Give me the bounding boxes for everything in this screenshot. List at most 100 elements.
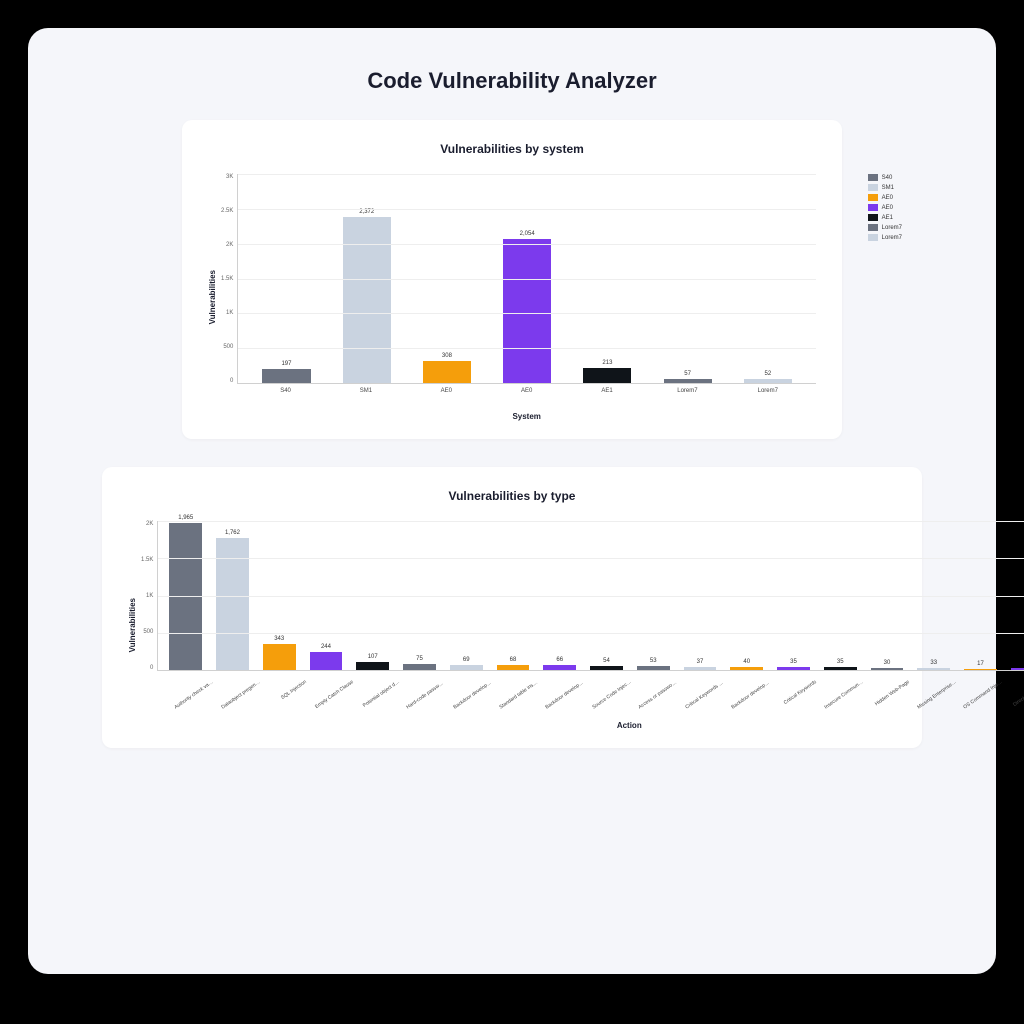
bar[interactable] [423,361,471,383]
bar-value-label: 35 [790,659,797,665]
legend-item[interactable]: SM1 [868,184,902,191]
x-tick-label: AE0 [406,388,486,394]
x-tick-label: Authority check validi… [174,679,215,711]
bar-slot: 213 [567,360,647,383]
bar-slot: 343 [256,636,303,670]
legend-item[interactable]: AE0 [868,194,902,201]
bar-value-label: 2,372 [359,209,374,215]
bar[interactable] [777,667,810,670]
legend-item[interactable]: S40 [868,174,902,181]
bar[interactable] [497,665,530,670]
bar-slot: 107 [349,654,396,670]
bar[interactable] [343,217,391,383]
chart2-plot: 1,9651,762343244107756968665453374035353… [157,521,1024,671]
bar-value-label: 40 [743,659,750,665]
bar[interactable] [824,667,857,670]
bar-slot: 1,965 [162,515,209,670]
legend-item[interactable]: AE0 [868,204,902,211]
bar-value-label: 35 [837,659,844,665]
bar-slot: 69 [443,657,490,670]
bar-slot: 35 [817,659,864,670]
chart1-yticks: 3K2.5K2K1.5K1K5000 [221,174,237,384]
bar-value-label: 343 [274,636,284,642]
x-tick-label: Lorem7 [647,388,727,394]
bar-slot: 57 [648,371,728,383]
bar-value-label: 1,965 [178,515,193,521]
chart2-xlabel: Action [157,721,1024,730]
bar[interactable] [684,667,717,670]
chart2-ylabel: Vulnerabilities [128,598,137,652]
bar[interactable] [590,666,623,670]
legend-item[interactable]: AE1 [868,214,902,221]
bar-value-label: 33 [930,660,937,666]
bar-value-label: 213 [602,360,612,366]
x-tick-label: Backdoor develope… [730,679,771,711]
bar-slot: 1,762 [209,530,256,670]
bar-slot: 66 [536,657,583,670]
bar[interactable] [664,379,712,383]
bar-value-label: 53 [650,658,657,664]
legend-swatch [868,204,878,211]
chart1-xticks: S40SM1AE0AE0AE1Lorem7Lorem7 [237,384,816,394]
x-tick-label: Directory Traversal [1009,679,1024,711]
legend-swatch [868,174,878,181]
bar-value-label: 244 [321,644,331,650]
chart1-ylabel: Vulnerabilities [208,270,217,324]
chart1-title: Vulnerabilities by system [208,142,816,156]
bar-slot: 68 [490,657,537,670]
bar[interactable] [356,662,389,670]
bar[interactable] [310,652,343,670]
legend-label: AE1 [882,215,893,221]
x-tick-label: Standard table inserts… [498,679,539,711]
x-tick-label: Access or password i… [638,679,679,711]
bar-slot: 35 [770,659,817,670]
bar[interactable] [403,664,436,670]
bar[interactable] [917,668,950,670]
x-tick-label: Critical Keywords (SA… [684,679,725,711]
legend-label: AE0 [882,205,893,211]
bar-slot: 52 [728,371,808,383]
bar-value-label: 197 [281,361,291,367]
bar-value-label: 308 [442,353,452,359]
x-tick-label: SM1 [326,388,406,394]
x-tick-label: Source Code Injection [591,679,632,711]
bar[interactable] [262,369,310,383]
legend-label: Lorem7 [882,225,902,231]
bar-value-label: 1,762 [225,530,240,536]
chart2-title: Vulnerabilities by type [128,489,896,503]
bar[interactable] [1011,668,1024,670]
legend-label: SM1 [882,185,894,191]
bar[interactable] [871,668,904,670]
x-tick-label: Backdoor develope… [545,679,586,711]
legend-item[interactable]: Lorem7 [868,234,902,241]
chart2-xticks: Authority check validi…Dataobject pregen… [157,671,1024,679]
bar[interactable] [543,665,576,670]
bar-value-label: 69 [463,657,470,663]
x-tick-label: OS Command Injectio… [962,679,1003,711]
x-tick-label: AE1 [567,388,647,394]
bar[interactable] [964,669,997,670]
chart1-wrap: Vulnerabilities 3K2.5K2K1.5K1K5000 197 2,… [208,174,816,421]
legend-swatch [868,214,878,221]
bar-slot: 37 [677,659,724,670]
bar[interactable] [730,667,763,670]
bar[interactable] [637,666,670,670]
legend-item[interactable]: Lorem7 [868,224,902,231]
bar[interactable] [583,368,631,383]
bar-value-label: 66 [556,657,563,663]
bar[interactable] [450,665,483,670]
bar-value-label: 37 [697,659,704,665]
bar-value-label: 2,054 [520,231,535,237]
bar-value-label: 57 [684,371,691,377]
bar-slot: 308 [407,353,487,383]
bar[interactable] [263,644,296,670]
bar-value-label: 107 [368,654,378,660]
bar-slot: 75 [396,656,443,670]
bar-slot: 2,054 [487,231,567,383]
bar-slot: 33 [910,660,957,670]
bar[interactable] [503,239,551,383]
chart1-plot: 197 2,372 308 2,054 213 57 52 [237,174,816,384]
x-tick-label: Potential object d… [359,679,400,711]
bar[interactable] [744,379,792,383]
x-tick-label: AE0 [486,388,566,394]
